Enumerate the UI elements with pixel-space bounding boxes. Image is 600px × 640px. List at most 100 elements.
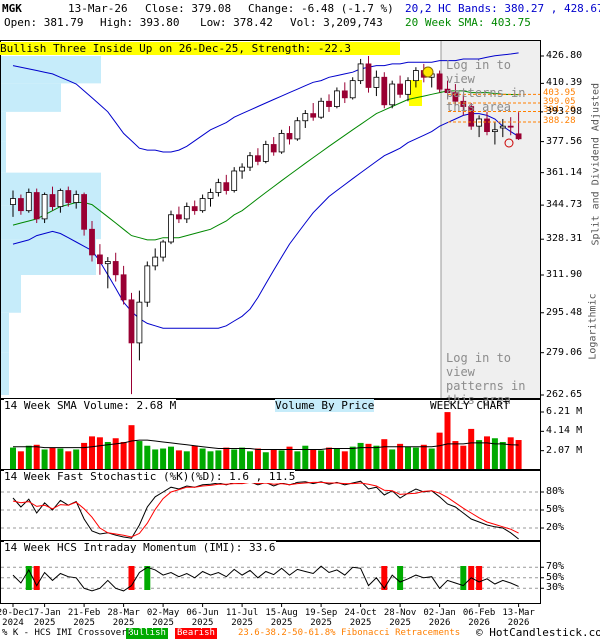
volume-bar xyxy=(223,447,230,470)
panel-title: 14 Week Fast Stochastic (%K)(%D): 1.6 , … xyxy=(4,470,296,483)
y-tick-label: 6.21 M xyxy=(546,406,583,417)
high: High: 393.80 xyxy=(100,16,180,29)
volume-by-price-label: Volume By Price xyxy=(275,399,375,412)
crossover-signal xyxy=(128,566,135,590)
volume-bar xyxy=(318,450,325,470)
x-tick-label: 11-Jul 2025 xyxy=(225,608,259,628)
candle-body xyxy=(318,100,325,118)
volume-bar xyxy=(152,449,159,470)
legend-sma: 20 Week SMA: 403.75 xyxy=(405,16,531,29)
candle-body xyxy=(515,133,522,140)
y-tick-label: 328.31 xyxy=(546,233,583,245)
volume-bar xyxy=(239,447,246,470)
x-tick-label: 02-May 2025 xyxy=(146,608,180,628)
y-tick-label: 262.65 xyxy=(546,389,583,400)
volume-bar xyxy=(120,441,127,470)
volume-by-price-bar xyxy=(1,56,101,84)
candle-body xyxy=(128,299,135,344)
legend-bullish: Bullish xyxy=(126,628,168,639)
copyright: © HotCandlestick.com xyxy=(476,626,600,639)
y-tick-label: 70% xyxy=(546,561,565,573)
candle-body xyxy=(436,73,443,90)
pattern-marker xyxy=(422,66,434,78)
y-tick-label: 295.48 xyxy=(546,306,583,318)
candle-body xyxy=(136,301,143,344)
volume-bar xyxy=(160,448,167,470)
y-tick-label: 80% xyxy=(546,486,565,497)
date: 13-Mar-26 xyxy=(68,2,128,15)
volume-bar xyxy=(286,446,293,470)
volume-bar xyxy=(128,425,135,470)
volume-bar xyxy=(278,450,285,470)
x-tick-label: 02-Jan 2026 xyxy=(423,608,456,628)
candle-body xyxy=(120,274,127,301)
crossover-signal xyxy=(460,566,467,590)
volume-bar xyxy=(247,451,253,470)
fibonacci-note: 23.6-38.2-50-61.8% Fibonacci Retracement… xyxy=(238,628,461,638)
volume-bar xyxy=(389,449,396,470)
volume-bar xyxy=(357,442,364,470)
volume-bar xyxy=(491,438,498,470)
volume-bar xyxy=(191,445,198,470)
volume-bar xyxy=(460,445,467,470)
candle-body xyxy=(310,113,317,118)
candle-body xyxy=(262,144,269,162)
volume: Vol: 3,209,743 xyxy=(290,16,383,29)
candle-body xyxy=(199,198,206,212)
volume-by-price-bar xyxy=(1,352,9,395)
volume-bar xyxy=(175,450,182,470)
line xyxy=(12,565,519,592)
x-tick-label: 28-Nov 2025 xyxy=(383,608,417,628)
candle-body xyxy=(484,118,490,133)
volume-bar xyxy=(96,437,103,470)
volume-bar xyxy=(25,445,32,470)
volume-bar xyxy=(326,447,332,470)
x-tick-label: 20-Dec 2024 xyxy=(0,608,30,628)
y-tick-label: 410.39 xyxy=(546,77,583,89)
candle-body xyxy=(286,133,293,140)
x-tick-label: 19-Sep 2025 xyxy=(304,608,338,628)
volume-bar xyxy=(397,443,404,470)
volume-by-price-bar xyxy=(1,141,6,173)
candle-body xyxy=(57,190,64,207)
crossover-signal xyxy=(144,566,151,590)
pattern-highlight xyxy=(409,80,422,106)
fibonacci-label: 388.28 xyxy=(543,116,576,128)
candle-body xyxy=(144,265,151,303)
volume-bar xyxy=(365,443,372,470)
line xyxy=(12,52,519,153)
fibonacci-label: 394.20 xyxy=(543,105,576,117)
frame xyxy=(0,40,541,604)
y-tick-label: 361.14 xyxy=(546,166,583,178)
candle-body xyxy=(97,254,103,265)
candle-body xyxy=(175,214,182,220)
volume-bar xyxy=(333,448,340,470)
candle-body xyxy=(397,83,404,95)
line xyxy=(12,481,519,538)
candle-body xyxy=(389,83,396,106)
candle-body xyxy=(326,100,332,107)
volume-by-price-bar xyxy=(1,274,21,313)
candle-body xyxy=(41,194,48,220)
y-tick-label: 4.14 M xyxy=(546,425,583,437)
y-tick-label: 20% xyxy=(546,522,565,533)
volume-bar xyxy=(420,444,427,470)
volume-bar xyxy=(89,436,95,470)
volume-bar xyxy=(436,432,443,470)
volume-by-price-bar xyxy=(1,111,6,142)
candle-body xyxy=(25,192,32,212)
volume-bar xyxy=(499,441,506,470)
y-tick-label: 377.56 xyxy=(546,135,583,147)
volume-bar xyxy=(112,438,119,470)
volume-bar xyxy=(373,445,380,470)
candle-body xyxy=(333,90,340,107)
crossover-label: % K - HCS IMI Crossover: xyxy=(2,628,133,638)
candle-body xyxy=(412,70,419,82)
candle-body xyxy=(17,198,24,212)
x-tick-label: 28-Mar 2025 xyxy=(107,608,140,628)
candle-body xyxy=(73,194,80,203)
volume-bar xyxy=(341,451,348,470)
candle-body xyxy=(168,214,174,243)
